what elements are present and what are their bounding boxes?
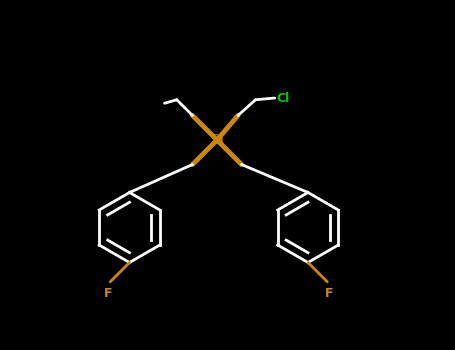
- Text: Cl: Cl: [277, 91, 290, 105]
- Text: Si: Si: [210, 133, 224, 147]
- Text: F: F: [104, 287, 113, 300]
- Text: F: F: [325, 287, 333, 300]
